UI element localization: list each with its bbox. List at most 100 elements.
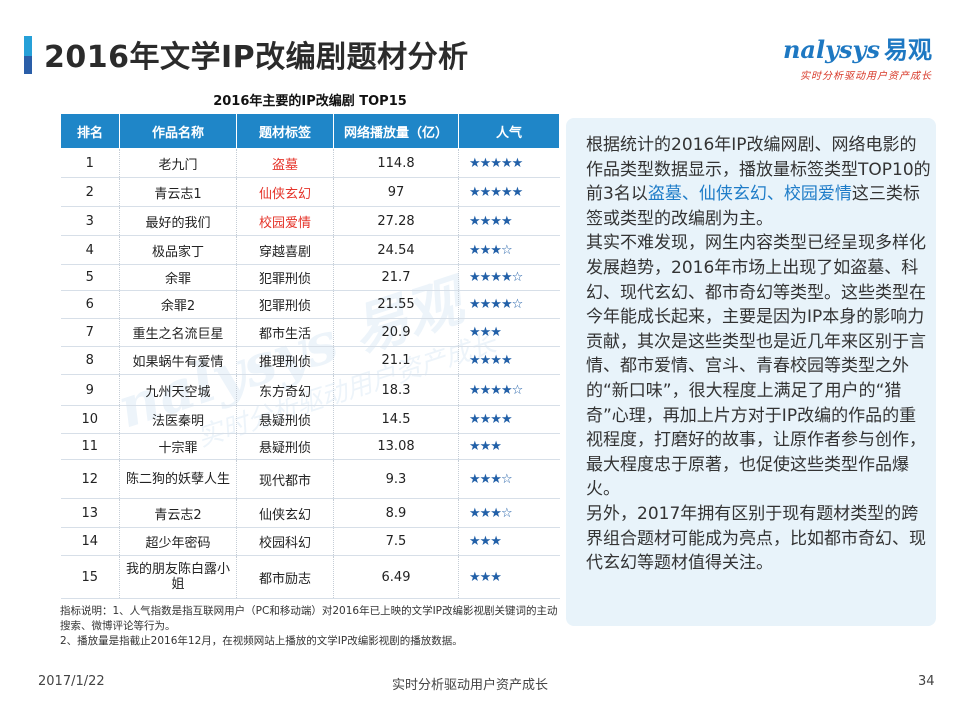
cell-tag: 都市生活 — [236, 318, 334, 347]
footer-slogan: 实时分析驱动用户资产成长 — [392, 678, 549, 693]
page-number: 34 — [918, 674, 935, 689]
cell-stars: ★★★★ — [458, 405, 560, 434]
cell-tag: 犯罪刑侦 — [236, 290, 334, 319]
note-line-2: 2、播放量是指截止2016年12月，在视频网站上播放的文学IP改编影视剧的播放数… — [60, 635, 463, 647]
header-plays: 网络播放量（亿） — [333, 113, 459, 149]
header-title: 作品名称 — [119, 113, 237, 149]
cell-tag: 仙侠玄幻 — [236, 177, 334, 207]
cell-stars: ★★★★ — [458, 206, 560, 236]
cell-plays: 6.49 — [333, 555, 459, 599]
cell-rank: 7 — [60, 318, 120, 347]
cell-tag: 悬疑刑侦 — [236, 433, 334, 460]
cell-tag: 悬疑刑侦 — [236, 405, 334, 434]
cell-title: 九州天空城 — [119, 374, 237, 406]
analysis-text: 根据统计的2016年IP改编网剧、网络电影的作品类型数据显示，播放量标签类型TO… — [586, 133, 932, 576]
cell-rank: 5 — [60, 264, 120, 291]
cell-stars: ★★★★ — [458, 346, 560, 375]
cell-title: 余罪 — [119, 264, 237, 291]
table-row: 2 青云志1 仙侠玄幻 97 ★★★★★ — [60, 177, 560, 207]
cell-stars: ★★★★★ — [458, 148, 560, 178]
cell-plays: 27.28 — [333, 206, 459, 236]
table-row: 15 我的朋友陈白露小姐 都市励志 6.49 ★★★ — [60, 555, 560, 599]
cell-stars: ★★★☆ — [458, 459, 560, 499]
cell-title: 如果蜗牛有爱情 — [119, 346, 237, 375]
cell-stars: ★★★☆ — [458, 498, 560, 528]
cell-stars: ★★★ — [458, 433, 560, 460]
table-row: 11 十宗罪 悬疑刑侦 13.08 ★★★ — [60, 433, 560, 460]
cell-rank: 4 — [60, 235, 120, 265]
table-row: 5 余罪 犯罪刑侦 21.7 ★★★★☆ — [60, 264, 560, 291]
analysis-p2: 其实不难发现，网生内容类型已经呈现多样化发展趋势，2016年市场上出现了如盗墓、… — [586, 233, 926, 500]
cell-stars: ★★★ — [458, 527, 560, 556]
footer-date: 2017/1/22 — [38, 674, 105, 689]
table-row: 14 超少年密码 校园科幻 7.5 ★★★ — [60, 527, 560, 556]
cell-rank: 9 — [60, 374, 120, 406]
table-row: 12 陈二狗的妖孽人生 现代都市 9.3 ★★★☆ — [60, 459, 560, 499]
cell-rank: 13 — [60, 498, 120, 528]
cell-title: 重生之名流巨星 — [119, 318, 237, 347]
table-row: 9 九州天空城 东方奇幻 18.3 ★★★★☆ — [60, 374, 560, 406]
analysis-p3: 另外，2017年拥有区别于现有题材类型的跨界组合题材可能成为亮点，比如都市奇幻、… — [586, 503, 926, 574]
cell-tag: 推理刑侦 — [236, 346, 334, 375]
cell-title: 青云志2 — [119, 498, 237, 528]
table-header-row: 排名 作品名称 题材标签 网络播放量（亿） 人气 — [60, 113, 560, 149]
cell-plays: 14.5 — [333, 405, 459, 434]
cell-title: 极品家丁 — [119, 235, 237, 265]
cell-tag: 盗墓 — [236, 148, 334, 178]
cell-stars: ★★★ — [458, 318, 560, 347]
analysis-panel — [566, 118, 936, 626]
logo-name: nalysys — [782, 35, 880, 64]
cell-plays: 21.55 — [333, 290, 459, 319]
cell-plays: 9.3 — [333, 459, 459, 499]
analysis-p1-highlight: 盗墓、仙侠玄幻、校园爱情 — [647, 184, 852, 205]
table-title: 2016年主要的IP改编剧 TOP15 — [213, 94, 407, 109]
table-row: 7 重生之名流巨星 都市生活 20.9 ★★★ — [60, 318, 560, 347]
cell-stars: ★★★☆ — [458, 235, 560, 265]
cell-plays: 20.9 — [333, 318, 459, 347]
cell-tag: 东方奇幻 — [236, 374, 334, 406]
cell-tag: 校园爱情 — [236, 206, 334, 236]
header-tag: 题材标签 — [236, 113, 334, 149]
cell-plays: 7.5 — [333, 527, 459, 556]
cell-tag: 现代都市 — [236, 459, 334, 499]
cell-rank: 3 — [60, 206, 120, 236]
cell-rank: 1 — [60, 148, 120, 178]
cell-title: 陈二狗的妖孽人生 — [119, 459, 237, 499]
header-rank: 排名 — [60, 113, 120, 149]
note-line-1: 指标说明：1、人气指数是指互联网用户（PC和移动端）对2016年已上映的文学IP… — [60, 605, 558, 632]
cell-title: 超少年密码 — [119, 527, 237, 556]
cell-rank: 11 — [60, 433, 120, 460]
cell-rank: 12 — [60, 459, 120, 499]
cell-stars: ★★★★☆ — [458, 290, 560, 319]
cell-stars: ★★★★★ — [458, 177, 560, 207]
cell-rank: 6 — [60, 290, 120, 319]
title-accent-bar-dark — [24, 56, 32, 74]
cell-title: 我的朋友陈白露小姐 — [119, 555, 237, 599]
cell-title: 法医秦明 — [119, 405, 237, 434]
cell-tag: 校园科幻 — [236, 527, 334, 556]
table-row: 3 最好的我们 校园爱情 27.28 ★★★★ — [60, 206, 560, 236]
cell-rank: 15 — [60, 555, 120, 599]
cell-plays: 21.7 — [333, 264, 459, 291]
cell-tag: 犯罪刑侦 — [236, 264, 334, 291]
cell-title: 青云志1 — [119, 177, 237, 207]
cell-stars: ★★★ — [458, 555, 560, 599]
analysis-p1-b: 这三类标签或类型的改编剧为主。 — [586, 184, 920, 229]
slide-title: 2016年文学IP改编剧题材分析 — [44, 40, 469, 75]
cell-title: 最好的我们 — [119, 206, 237, 236]
cell-title: 十宗罪 — [119, 433, 237, 460]
cell-tag: 仙侠玄幻 — [236, 498, 334, 528]
table-row: 13 青云志2 仙侠玄幻 8.9 ★★★☆ — [60, 498, 560, 528]
table-row: 8 如果蜗牛有爱情 推理刑侦 21.1 ★★★★ — [60, 346, 560, 375]
cell-tag: 都市励志 — [236, 555, 334, 599]
cell-plays: 18.3 — [333, 374, 459, 406]
top15-table: 排名 作品名称 题材标签 网络播放量（亿） 人气 1 老九门 盗墓 114.8 ★★★★… — [60, 113, 560, 599]
cell-title: 余罪2 — [119, 290, 237, 319]
cell-plays: 13.08 — [333, 433, 459, 460]
cell-rank: 14 — [60, 527, 120, 556]
cell-stars: ★★★★☆ — [458, 264, 560, 291]
cell-rank: 8 — [60, 346, 120, 375]
cell-rank: 10 — [60, 405, 120, 434]
analysis-p1-a: 根据统计的2016年IP改编网剧、网络电影的作品类型数据显示，播放量标签类型TO… — [586, 135, 931, 205]
cell-tag: 穿越喜剧 — [236, 235, 334, 265]
